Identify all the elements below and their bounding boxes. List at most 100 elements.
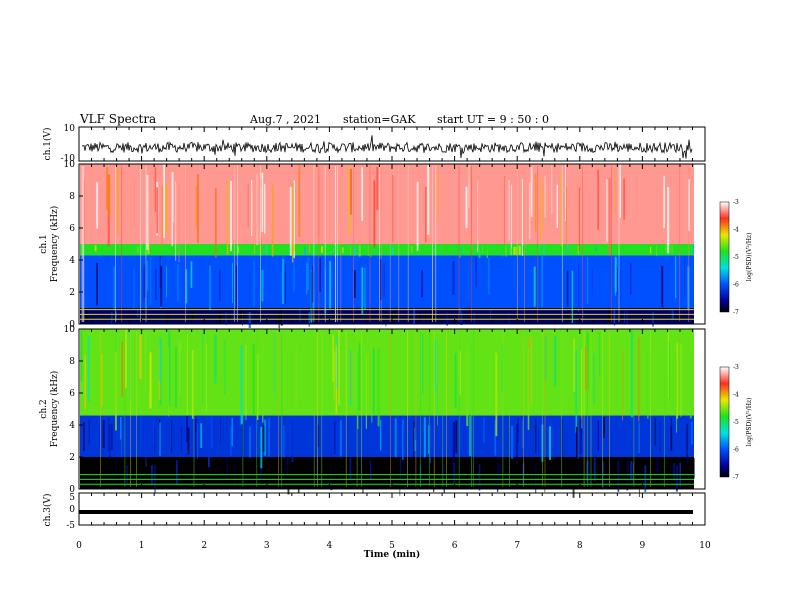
spectrogram-1-streak [533, 266, 536, 307]
spectrogram-1-streak [592, 266, 594, 297]
spectrogram-1-streak [394, 308, 397, 317]
spectrogram-2-streak [326, 457, 328, 481]
spectrogram-1-streak [320, 246, 323, 253]
spectrogram-2-streak [168, 333, 171, 407]
spectrogram-1-band-2 [80, 244, 694, 256]
time-tick-label: 5 [389, 541, 395, 551]
spectrogram-1-streak [232, 309, 235, 321]
ch3-line-series [79, 510, 693, 514]
spectrogram-2-streak [603, 417, 605, 438]
time-tick-label: 8 [577, 541, 583, 551]
spectrogram-2-streak [503, 458, 506, 480]
spectrogram-1-streak [568, 244, 570, 251]
spectrogram-1-streak [353, 246, 356, 256]
spectrogram-2-streak [194, 419, 197, 460]
ch1-ytick-top: 10 [64, 124, 76, 134]
spectrogram-2-streak [370, 460, 372, 480]
spectrogram-2-streak [586, 460, 589, 482]
spectrogram-2-streak [268, 417, 270, 457]
spectrogram-1-streak [392, 175, 394, 243]
spectrogram-1-streak [253, 260, 255, 307]
colorbar-1-ticks: -3 -4 -5 -6 -7 [733, 199, 739, 316]
ch1-spectrogram-ylabel-2: Frequency (kHz) [49, 206, 60, 283]
spectrogram-2-streak [538, 427, 540, 452]
spectrogram-1-streak [660, 308, 662, 325]
spectrogram-1-streak [289, 186, 292, 256]
spectrogram-1-streak [133, 267, 135, 310]
spectrogram-1-streak [478, 308, 481, 322]
spectrogram-1-streak [254, 244, 255, 254]
spectrogram-2-streak [598, 460, 599, 483]
spectrogram-1-streak [544, 176, 546, 218]
spectrogram-1-streak [582, 311, 585, 322]
spectrogram-2-streak [527, 347, 530, 430]
time-tick-label: 7 [514, 541, 520, 551]
spectrogram-2-streak [593, 457, 596, 481]
spectrogram-2-ytick-label: 4 [69, 421, 75, 431]
spectrogram-1-streak [149, 256, 152, 306]
spectrogram-1-streak [398, 260, 399, 297]
spectrogram-2-streak [245, 344, 247, 421]
spectrogram-2-streak [83, 422, 85, 451]
spectrogram-2-streak [413, 421, 415, 463]
spectrogram-1-streak [284, 263, 286, 305]
spectrogram-1-streak [385, 310, 387, 327]
spectrogram-2-streak [437, 340, 438, 426]
spectrogram-1-streak [475, 256, 477, 288]
spectrogram-1-streak [310, 271, 312, 319]
spectrogram-1-streak [473, 311, 476, 325]
spectrogram-1-streak [566, 270, 569, 307]
spectrogram-1-streak [626, 309, 628, 325]
spectrogram-1-streak [551, 165, 553, 215]
spectrogram-2-streak [673, 463, 675, 481]
spectrogram-2-band-0 [80, 457, 694, 489]
spectrogram-1-streak [509, 245, 511, 256]
spectrogram-1-streak [413, 308, 416, 325]
spectrogram-2-streak [638, 466, 640, 497]
spectrogram-2-streak [414, 427, 416, 451]
spectrogram-2-streak [335, 345, 338, 414]
spectrogram-2-streak [106, 465, 108, 489]
spectrogram-2-streak [338, 458, 340, 483]
spectrogram-2-streak [84, 354, 86, 410]
spectrogram-1-streak [163, 164, 165, 238]
spectrogram-1-streak [534, 173, 537, 232]
ch3-ylabel: ch.3(V) [42, 494, 53, 527]
spectrogram-2-streak [283, 425, 285, 458]
spectrogram-2-streak [691, 421, 693, 445]
spectrogram-2-streak [121, 419, 122, 458]
date-label: Aug.7 , 2021 [249, 113, 321, 126]
spectrogram-2-streak [638, 337, 640, 422]
spectrogram-2-streak [630, 461, 632, 480]
spectrogram-1-streak [521, 179, 523, 256]
spectrogram-1-streak [687, 266, 690, 311]
spectrogram-2-streak [159, 337, 161, 382]
spectrogram-1-streak [175, 181, 177, 261]
spectrogram-2-streak [638, 422, 640, 454]
spectrogram-1-streak [265, 245, 268, 255]
ch1-spectrogram-yticks: 0 2 4 6 8 10 [64, 160, 83, 330]
spectrogram-1-streak [462, 247, 465, 253]
spectrogram-2-streak [469, 416, 471, 457]
spectrogram-2-streak [667, 342, 670, 400]
spectrogram-2-streak [139, 334, 142, 380]
time-tick-label: 2 [201, 541, 207, 551]
spectrogram-1-streak [578, 263, 580, 312]
spectrogram-2-streak [201, 464, 202, 481]
spectrogram-1-streak [350, 246, 352, 256]
spectrogram-2-streak [87, 336, 90, 402]
spectrogram-2-streak [464, 457, 466, 476]
spectrogram-1-streak [510, 246, 512, 255]
ch1-waveform-ylabel: ch.1(V) [42, 128, 53, 161]
spectrogram-1-streak [537, 245, 540, 252]
spectrogram-2-streak [211, 416, 213, 449]
spectrogram-1-streak [425, 186, 427, 243]
colorbar-2-tick-label: -7 [733, 474, 739, 481]
spectrogram-1-streak [178, 183, 180, 263]
spectrogram-1-ytick-label: 10 [64, 160, 76, 170]
spectrogram-2-streak [622, 349, 623, 421]
spectrogram-1-streak [282, 311, 284, 326]
spectrogram-1-streak [261, 269, 264, 302]
spectrogram-2-streak [455, 420, 458, 454]
